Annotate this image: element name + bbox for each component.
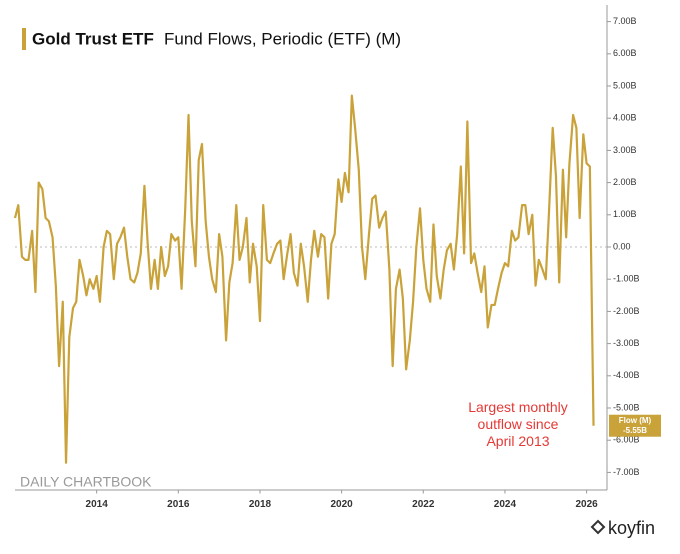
y-tick-label: -5.00B	[613, 402, 640, 412]
x-tick-label: 2018	[249, 499, 272, 510]
x-tick-label: 2026	[575, 499, 598, 510]
chart-title: Gold Trust ETF	[32, 29, 154, 48]
y-tick-label: 0.00	[613, 241, 631, 251]
annotation-line: Largest monthly	[468, 399, 568, 415]
annotation-line: outflow since	[478, 416, 559, 432]
chart-subtitle: Fund Flows, Periodic (ETF) (M)	[164, 29, 401, 48]
y-tick-label: -7.00B	[613, 467, 640, 477]
y-tick-label: 2.00B	[613, 177, 637, 187]
value-tag	[609, 414, 661, 437]
value-tag-label: -5.55B	[623, 426, 647, 435]
watermark: DAILY CHARTBOOK	[20, 474, 152, 490]
x-tick-label: 2024	[494, 499, 517, 510]
annotation: Largest monthly outflow since April 2013	[468, 399, 568, 449]
annotation-line: April 2013	[486, 433, 549, 449]
y-tick-label: 5.00B	[613, 80, 637, 90]
y-tick-label: 6.00B	[613, 48, 637, 58]
y-tick-label: -4.00B	[613, 370, 640, 380]
y-tick-label: -3.00B	[613, 338, 640, 348]
series-line	[13, 94, 595, 464]
y-tick-label: -1.00B	[613, 274, 640, 284]
value-tag-name: Flow (M)	[619, 416, 652, 425]
legend-swatch	[22, 28, 26, 50]
y-tick-label: 1.00B	[613, 209, 637, 219]
x-tick-label: 2016	[167, 499, 190, 510]
brand-logo	[590, 519, 606, 535]
y-tick-label: -2.00B	[613, 306, 640, 316]
y-tick-label: 7.00B	[613, 16, 637, 26]
brand: koyfin	[608, 518, 655, 538]
y-tick-label: -6.00B	[613, 435, 640, 445]
x-tick-label: 2014	[86, 499, 109, 510]
y-tick-label: 3.00B	[613, 145, 637, 155]
x-tick-label: 2020	[330, 499, 353, 510]
x-tick-label: 2022	[412, 499, 435, 510]
y-tick-label: 4.00B	[613, 113, 637, 123]
